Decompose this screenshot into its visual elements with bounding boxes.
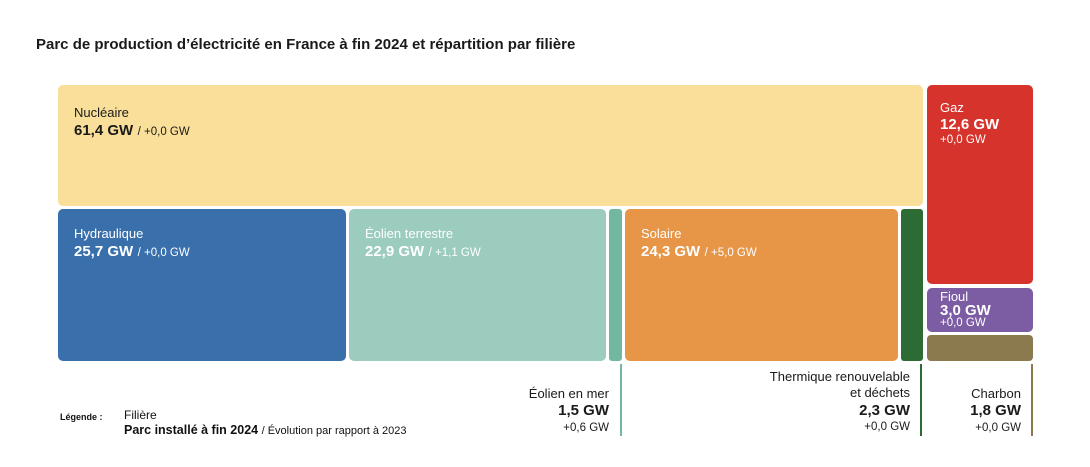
tile-thermique-renouvelable (901, 209, 923, 361)
tile-value-nucleaire: 61,4 GW (74, 121, 134, 139)
tile-delta-fioul: +0,0 GW (940, 317, 986, 329)
legend-line-values: Parc installé à fin 2024 / Évolution par… (124, 423, 407, 437)
ext-name-charbon: Charbon (971, 386, 1021, 401)
ext-name-thermique-line1: Thermique renouvelable (769, 369, 910, 384)
tile-delta-solaire: +5,0 GW (711, 246, 757, 259)
tile-charbon (927, 335, 1033, 361)
tile-delta-sep-solaire: / (704, 246, 712, 259)
tile-value-solaire: 24,3 GW (641, 242, 701, 260)
tile-delta-sep-eolien-terrestre: / (428, 246, 436, 259)
ext-label-thermique-renouvelable: Thermique renouvelable et déchets 2,3 GW… (770, 369, 910, 435)
tile-eolien-mer (609, 209, 622, 361)
tile-label-solaire: Solaire (641, 226, 682, 241)
leader-line-charbon (1031, 364, 1033, 436)
ext-value-eolien-mer: 1,5 GW (558, 402, 609, 420)
tile-value-fioul: 3,0 GW (940, 302, 991, 319)
legend-bold-text: Parc installé à fin 2024 (124, 423, 259, 437)
tile-label-fioul: Fioul (940, 289, 969, 304)
tile-delta-sep-nucleaire: / (137, 125, 145, 138)
ext-delta-eolien-mer: +0,6 GW (563, 422, 609, 434)
tile-value-eolien-terrestre: 22,9 GW (365, 242, 425, 260)
tile-delta-sep-hydraulique: / (137, 246, 145, 259)
chart-title: Parc de production d’électricité en Fran… (36, 36, 576, 53)
tile-fioul: Fioul 3,0 GW +0,0 GW (927, 288, 1033, 332)
ext-delta-charbon: +0,0 GW (975, 422, 1021, 434)
tile-value-hydraulique: 25,7 GW (74, 242, 134, 260)
tile-delta-eolien-terrestre: +1,1 GW (435, 246, 481, 259)
tile-label-hydraulique: Hydraulique (74, 226, 144, 241)
leader-line-eolien-mer (620, 364, 622, 436)
tile-value-gaz: 12,6 GW (940, 115, 1000, 133)
tile-label-gaz: Gaz (940, 100, 964, 115)
tile-delta-nucleaire: +0,0 GW (144, 125, 190, 138)
ext-label-charbon: Charbon 1,8 GW +0,0 GW (970, 386, 1021, 435)
leader-line-thermique-renouvelable (920, 364, 922, 436)
tile-eolien-terrestre: Éolien terrestre 22,9 GW / +1,1 GW (349, 209, 606, 361)
tile-solaire: Solaire 24,3 GW / +5,0 GW (625, 209, 898, 361)
tile-delta-gaz: +0,0 GW (940, 133, 986, 146)
tile-nucleaire: Nucléaire 61,4 GW / +0,0 GW (58, 85, 923, 206)
tile-label-eolien-terrestre: Éolien terrestre (365, 226, 454, 241)
legend-rest-text: / Évolution par rapport à 2023 (261, 425, 407, 437)
tile-hydraulique: Hydraulique 25,7 GW / +0,0 GW (58, 209, 346, 361)
legend-key-label: Légende : (60, 412, 103, 422)
ext-label-eolien-mer: Éolien en mer 1,5 GW +0,6 GW (529, 386, 609, 435)
tile-delta-hydraulique: +0,0 GW (144, 246, 190, 259)
ext-name-thermique-line2: et déchets (850, 385, 910, 401)
ext-delta-thermique-renouvelable: +0,0 GW (864, 421, 910, 434)
ext-name-eolien-mer: Éolien en mer (528, 386, 609, 401)
tile-label-nucleaire: Nucléaire (74, 105, 129, 120)
tile-gaz: Gaz 12,6 GW +0,0 GW (927, 85, 1033, 284)
legend-line-filiere: Filière (124, 408, 157, 422)
ext-value-charbon: 1,8 GW (970, 402, 1021, 420)
ext-value-thermique-renouvelable: 2,3 GW (859, 401, 910, 419)
